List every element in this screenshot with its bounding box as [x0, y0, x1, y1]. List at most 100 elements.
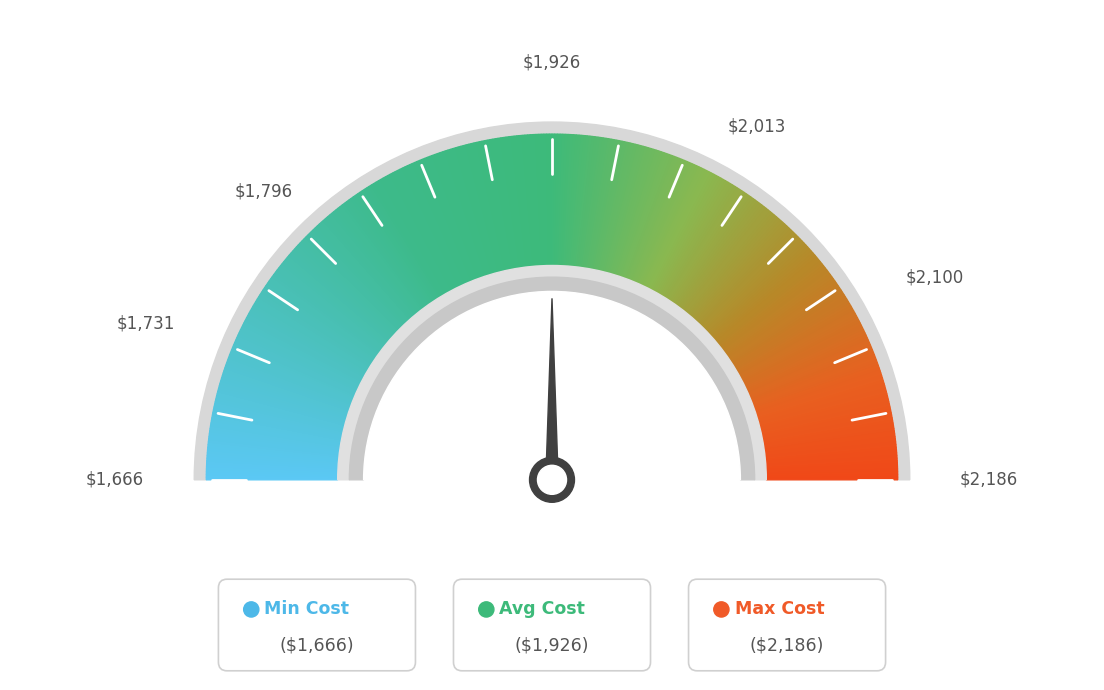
Wedge shape	[554, 134, 558, 266]
Wedge shape	[287, 255, 389, 342]
Wedge shape	[710, 245, 808, 335]
Wedge shape	[699, 228, 790, 325]
Wedge shape	[221, 378, 347, 418]
Wedge shape	[692, 219, 781, 319]
Wedge shape	[317, 224, 407, 322]
Wedge shape	[664, 185, 735, 298]
Wedge shape	[328, 215, 414, 317]
Wedge shape	[683, 207, 766, 311]
Wedge shape	[628, 157, 677, 280]
Wedge shape	[283, 262, 385, 346]
Wedge shape	[295, 247, 393, 337]
Wedge shape	[539, 135, 545, 266]
Wedge shape	[690, 215, 776, 317]
Wedge shape	[211, 420, 341, 444]
Wedge shape	[244, 320, 362, 382]
Wedge shape	[286, 257, 388, 343]
Wedge shape	[652, 175, 716, 291]
Wedge shape	[626, 155, 675, 279]
Circle shape	[479, 602, 493, 617]
Wedge shape	[766, 464, 898, 471]
Wedge shape	[433, 155, 479, 279]
Wedge shape	[662, 184, 733, 297]
Wedge shape	[208, 453, 338, 464]
Wedge shape	[726, 279, 835, 357]
Wedge shape	[567, 135, 580, 266]
Wedge shape	[703, 235, 798, 329]
Wedge shape	[194, 122, 910, 480]
Wedge shape	[209, 437, 339, 455]
Wedge shape	[503, 137, 523, 268]
Wedge shape	[385, 175, 450, 292]
Wedge shape	[347, 200, 426, 308]
Wedge shape	[765, 442, 895, 458]
Wedge shape	[650, 173, 714, 290]
Wedge shape	[338, 207, 421, 311]
Wedge shape	[730, 288, 841, 362]
Wedge shape	[677, 199, 755, 306]
Wedge shape	[242, 325, 360, 386]
Wedge shape	[209, 434, 340, 453]
Wedge shape	[578, 137, 598, 268]
Wedge shape	[594, 141, 622, 270]
Text: ($1,666): ($1,666)	[279, 637, 354, 655]
Text: $1,796: $1,796	[234, 182, 293, 200]
Wedge shape	[206, 458, 338, 468]
Wedge shape	[351, 197, 428, 306]
Wedge shape	[630, 159, 682, 281]
Wedge shape	[400, 168, 459, 287]
Wedge shape	[612, 148, 651, 275]
Wedge shape	[393, 172, 455, 290]
Wedge shape	[284, 259, 386, 344]
Text: $2,186: $2,186	[959, 471, 1018, 489]
Wedge shape	[230, 353, 353, 402]
Wedge shape	[535, 135, 543, 266]
Wedge shape	[363, 291, 741, 480]
Wedge shape	[293, 249, 392, 338]
Wedge shape	[575, 136, 593, 267]
Wedge shape	[533, 135, 542, 266]
Wedge shape	[261, 293, 372, 365]
Wedge shape	[696, 222, 785, 322]
Wedge shape	[704, 237, 800, 331]
Wedge shape	[757, 381, 884, 420]
Wedge shape	[517, 136, 532, 266]
Wedge shape	[766, 461, 898, 470]
Wedge shape	[751, 353, 874, 402]
Wedge shape	[522, 135, 535, 266]
Wedge shape	[520, 135, 533, 266]
Wedge shape	[349, 277, 755, 480]
Wedge shape	[644, 167, 702, 286]
Wedge shape	[743, 323, 861, 384]
Wedge shape	[241, 328, 360, 387]
Wedge shape	[266, 284, 375, 359]
Wedge shape	[410, 164, 466, 284]
Wedge shape	[427, 157, 476, 280]
Wedge shape	[355, 194, 432, 304]
Wedge shape	[448, 150, 489, 275]
Wedge shape	[718, 259, 820, 344]
Wedge shape	[615, 150, 656, 275]
Wedge shape	[758, 386, 885, 423]
Wedge shape	[490, 139, 516, 269]
Wedge shape	[234, 342, 355, 396]
Wedge shape	[684, 208, 768, 313]
Wedge shape	[216, 397, 344, 430]
Wedge shape	[705, 239, 803, 332]
Wedge shape	[500, 137, 522, 268]
Wedge shape	[764, 426, 894, 448]
Wedge shape	[373, 182, 443, 296]
Wedge shape	[443, 151, 486, 277]
Wedge shape	[390, 173, 454, 290]
Wedge shape	[258, 295, 371, 366]
Text: ($1,926): ($1,926)	[514, 637, 590, 655]
Wedge shape	[598, 142, 630, 271]
Wedge shape	[415, 161, 468, 283]
Wedge shape	[634, 161, 687, 282]
Wedge shape	[723, 273, 830, 353]
Wedge shape	[232, 348, 354, 400]
Wedge shape	[330, 213, 415, 316]
Wedge shape	[277, 268, 383, 350]
Wedge shape	[237, 335, 358, 392]
Wedge shape	[383, 177, 448, 293]
